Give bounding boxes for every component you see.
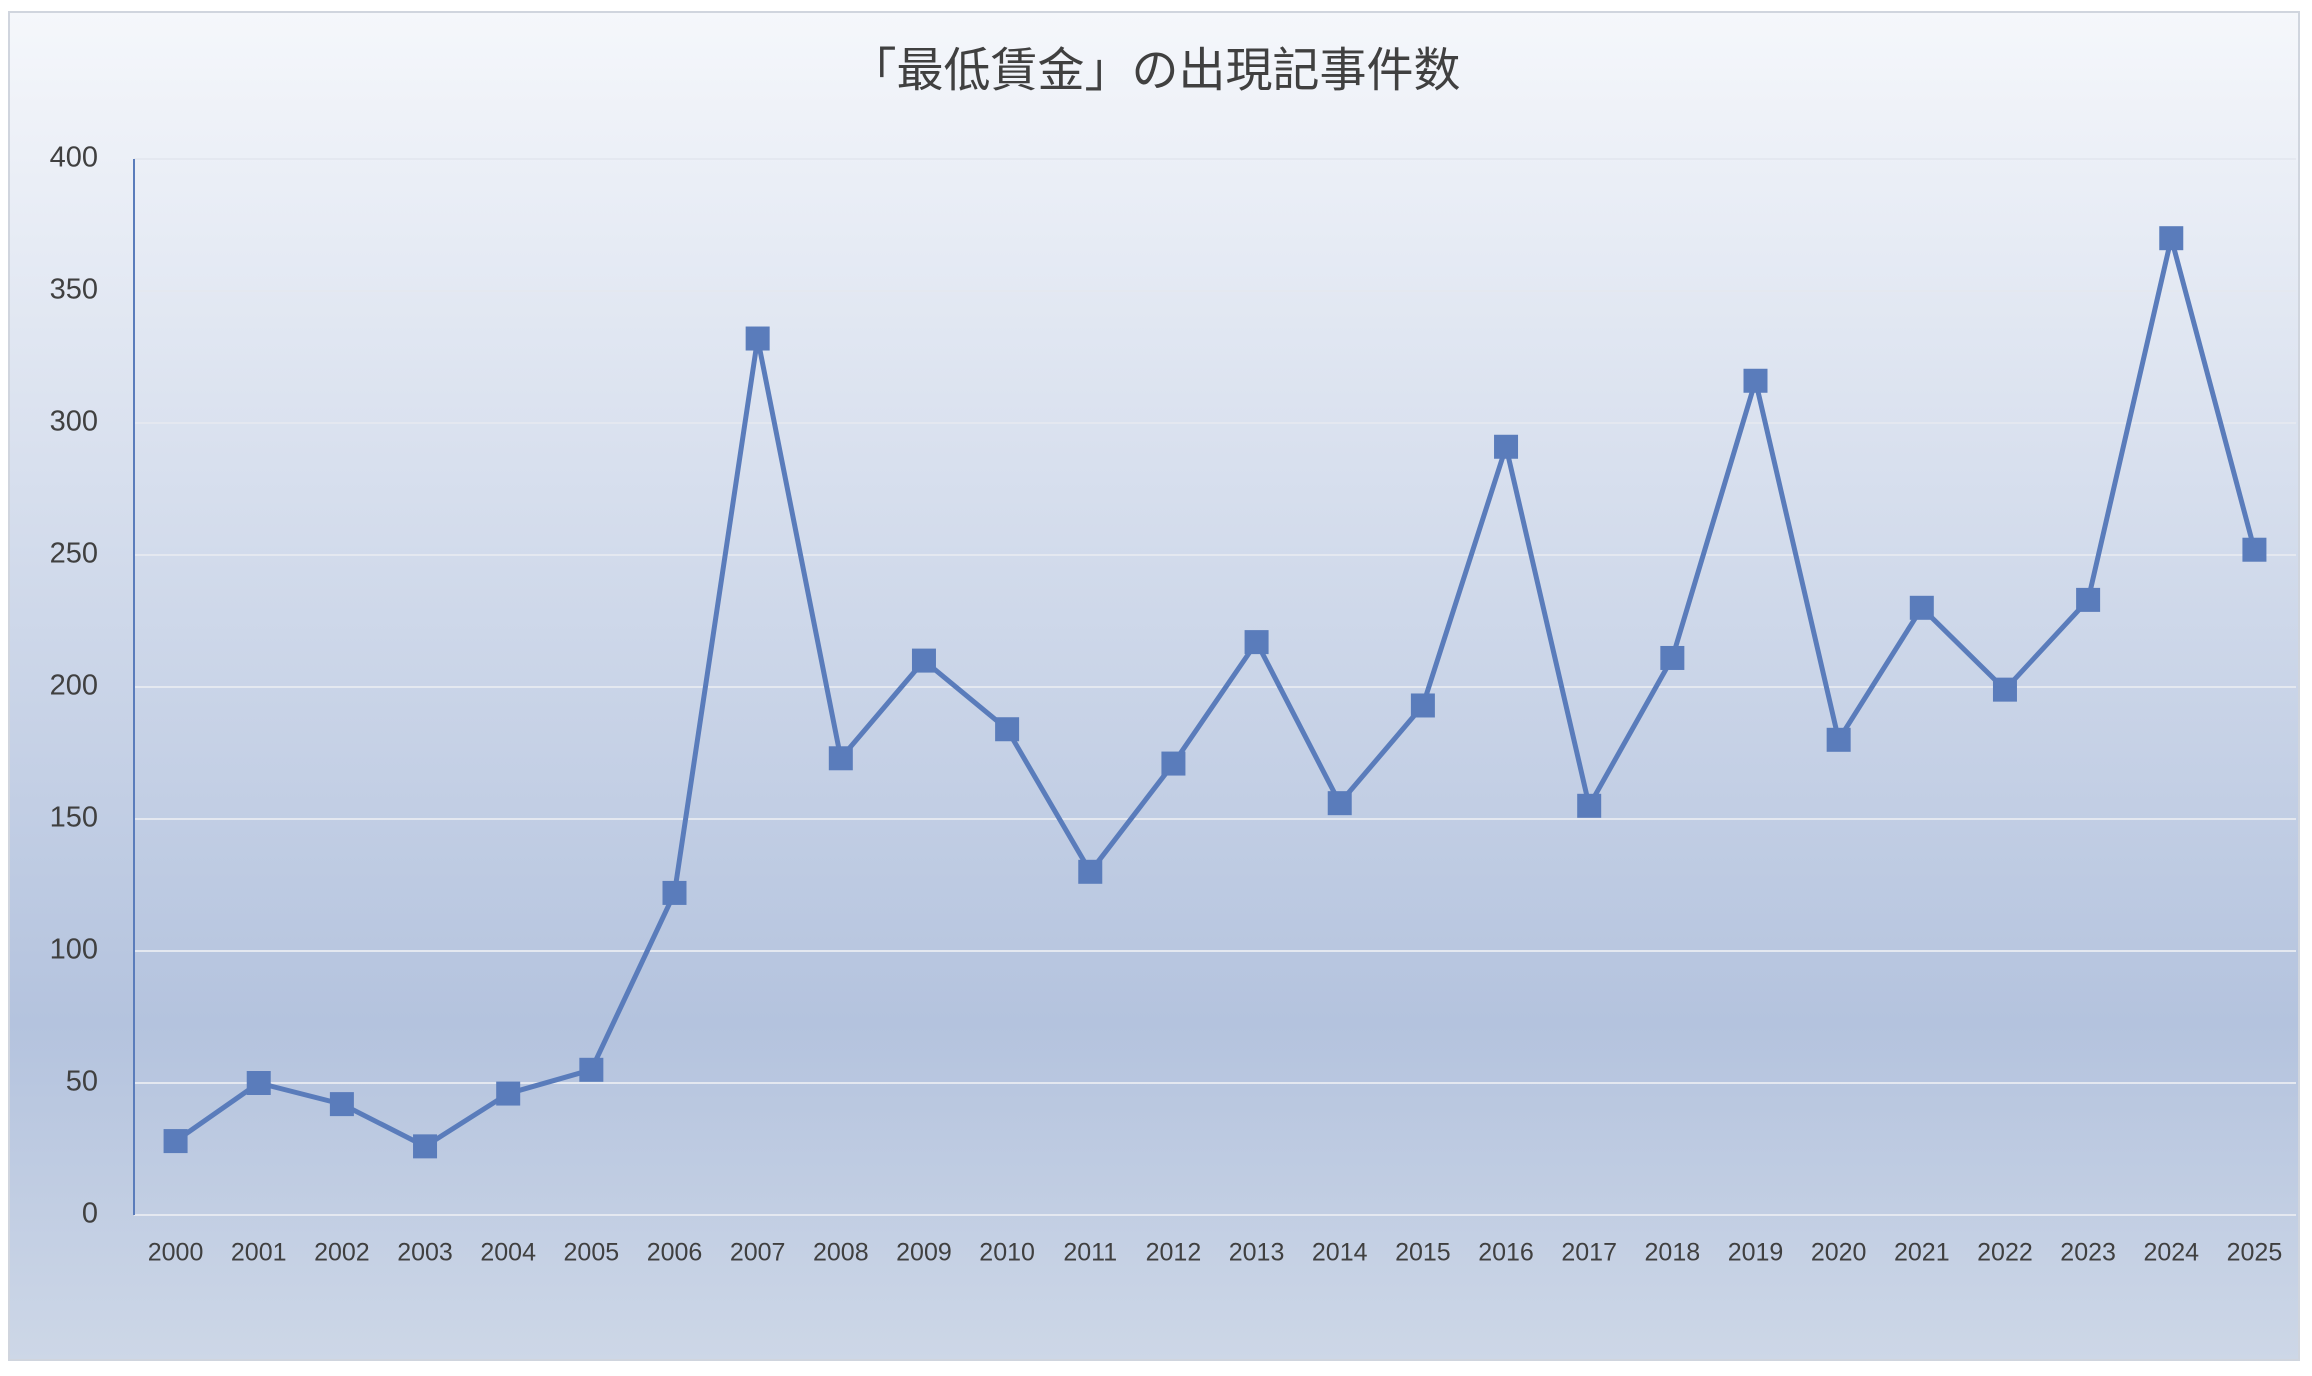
data-marker [1743, 368, 1768, 393]
chart-title: 「最低賃金」の出現記事件数 [850, 43, 1461, 96]
y-tick-label: 50 [66, 1066, 98, 1098]
x-tick-label: 2017 [1561, 1239, 1617, 1267]
x-tick-label: 2019 [1728, 1239, 1784, 1267]
x-tick-label: 2018 [1645, 1239, 1701, 1267]
y-tick-label: 250 [50, 538, 98, 570]
x-tick-label: 2003 [397, 1239, 453, 1267]
data-line [174, 235, 2257, 1149]
data-marker [745, 326, 770, 351]
data-marker [662, 880, 687, 905]
y-tick-label: 400 [50, 142, 98, 174]
data-marker [1494, 434, 1519, 459]
x-tick-label: 2008 [813, 1239, 869, 1267]
data-marker [1244, 630, 1269, 655]
x-tick-label: 2021 [1894, 1239, 1950, 1267]
x-tick-label: 2020 [1811, 1239, 1867, 1267]
x-tick-label: 2025 [2227, 1239, 2283, 1267]
x-tick-label: 2006 [647, 1239, 703, 1267]
data-marker [2242, 537, 2267, 562]
data-marker [1826, 727, 1851, 752]
x-tick-label: 2024 [2143, 1239, 2199, 1267]
x-tick-label: 2009 [896, 1239, 952, 1267]
data-marker [2159, 226, 2184, 251]
x-tick-label: 2011 [1063, 1239, 1117, 1267]
x-tick-label: 2023 [2060, 1239, 2116, 1267]
y-tick-label: 300 [50, 406, 98, 438]
x-tick-label: 2000 [148, 1239, 204, 1267]
data-marker [1992, 677, 2017, 702]
data-marker [579, 1057, 604, 1082]
x-tick-label: 2007 [730, 1239, 786, 1267]
data-marker [246, 1071, 271, 1095]
x-tick-label: 2016 [1478, 1239, 1534, 1267]
x-tick-label: 2013 [1229, 1239, 1285, 1267]
x-tick-label: 2005 [564, 1239, 620, 1267]
data-marker [911, 648, 936, 673]
x-tick-label: 2012 [1146, 1239, 1202, 1267]
y-tick-label: 350 [50, 274, 98, 306]
data-marker [496, 1081, 521, 1106]
data-marker [2076, 587, 2101, 612]
data-marker [1909, 595, 1934, 620]
y-tick-label: 100 [50, 934, 98, 966]
data-marker [1410, 693, 1435, 718]
data-marker [1660, 645, 1685, 670]
data-marker [1078, 859, 1103, 884]
x-tick-label: 2001 [231, 1239, 287, 1267]
data-marker [1327, 791, 1352, 816]
y-tick-label: 0 [82, 1198, 98, 1230]
x-tick-label: 2022 [1977, 1239, 2033, 1267]
y-tick-label: 150 [50, 802, 98, 834]
data-marker [329, 1092, 354, 1117]
x-tick-label: 2010 [979, 1239, 1035, 1267]
data-marker [995, 717, 1020, 742]
x-tick-label: 2004 [480, 1239, 536, 1267]
data-marker [163, 1129, 188, 1154]
data-marker [1577, 793, 1602, 818]
x-tick-label: 2015 [1395, 1239, 1451, 1267]
x-tick-label: 2002 [314, 1239, 370, 1267]
y-tick-label: 200 [50, 670, 98, 702]
data-marker [413, 1134, 438, 1159]
x-tick-label: 2014 [1312, 1239, 1368, 1267]
data-marker [1161, 751, 1186, 776]
data-marker [828, 746, 853, 771]
